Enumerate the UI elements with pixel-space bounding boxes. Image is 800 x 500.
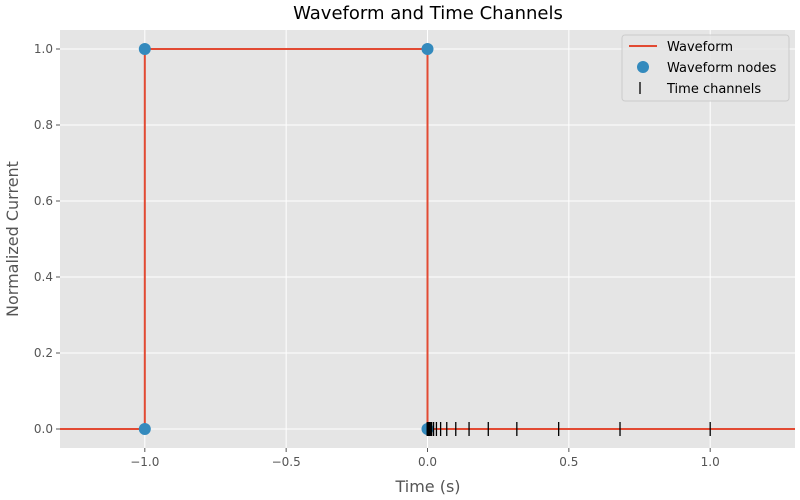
- legend-nodes-marker: [637, 61, 649, 73]
- waveform-node: [138, 43, 151, 55]
- y-tick-label: 0.0: [34, 422, 53, 436]
- y-axis-label: Normalized Current: [3, 161, 22, 317]
- y-tick-label: 1.0: [34, 42, 53, 56]
- x-tick-label: −1.0: [130, 455, 159, 469]
- x-tick-label: 0.5: [559, 455, 578, 469]
- waveform-node: [138, 423, 151, 435]
- y-tick-label: 0.6: [34, 194, 53, 208]
- waveform-node: [421, 43, 434, 55]
- legend-label-nodes: Waveform nodes: [667, 61, 777, 76]
- x-tick-label: 1.0: [701, 455, 720, 469]
- legend-label-channels: Time channels: [666, 82, 761, 97]
- y-tick-label: 0.2: [34, 346, 53, 360]
- chart-title: Waveform and Time Channels: [293, 3, 563, 24]
- y-tick-label: 0.4: [34, 270, 53, 284]
- legend-box: [621, 34, 790, 102]
- legend-label-waveform: Waveform: [667, 40, 733, 55]
- x-tick-label: −0.5: [272, 455, 301, 469]
- x-tick-label: 0.0: [418, 455, 437, 469]
- y-tick-label: 0.8: [34, 118, 53, 132]
- x-axis-label: Time (s): [394, 477, 460, 496]
